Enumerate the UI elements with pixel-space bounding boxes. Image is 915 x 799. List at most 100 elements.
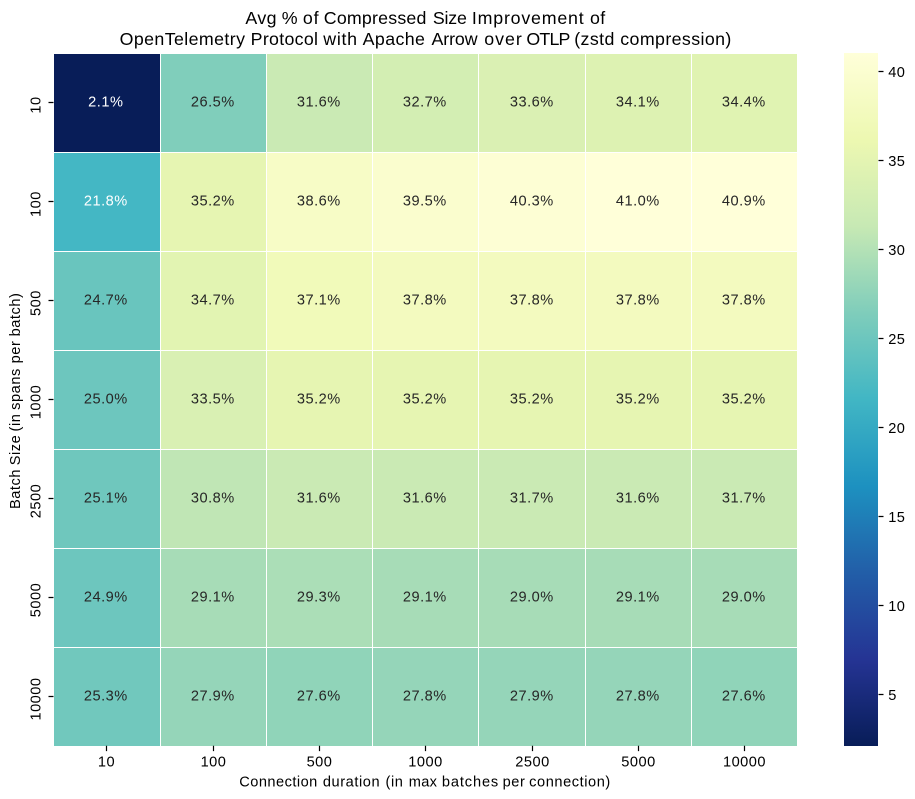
svg-text:(in: (in — [8, 414, 24, 432]
svg-text:2.1%: 2.1% — [88, 95, 123, 111]
svg-text:10: 10 — [29, 96, 45, 113]
svg-text:37.8%: 37.8% — [403, 293, 447, 309]
svg-text:37.1%: 37.1% — [297, 293, 341, 309]
svg-text:26.5%: 26.5% — [191, 95, 235, 111]
svg-text:of: of — [590, 8, 606, 28]
svg-text:27.6%: 27.6% — [722, 689, 766, 705]
svg-text:Avg: Avg — [245, 8, 277, 28]
svg-text:33.6%: 33.6% — [510, 95, 554, 111]
svg-text:Protocol: Protocol — [251, 29, 319, 49]
svg-text:29.3%: 29.3% — [297, 590, 341, 606]
svg-text:21.8%: 21.8% — [84, 194, 128, 210]
svg-text:compression): compression) — [620, 29, 732, 49]
svg-text:40.3%: 40.3% — [510, 194, 554, 210]
svg-text:of: of — [303, 8, 320, 28]
svg-text:10000: 10000 — [29, 677, 45, 720]
svg-text:15: 15 — [888, 510, 905, 526]
svg-text:24.7%: 24.7% — [84, 293, 128, 309]
svg-text:29.1%: 29.1% — [191, 590, 235, 606]
svg-text:connection): connection) — [529, 774, 611, 790]
svg-text:32.7%: 32.7% — [403, 95, 447, 111]
svg-text:37.8%: 37.8% — [722, 293, 766, 309]
svg-text:34.1%: 34.1% — [616, 95, 660, 111]
svg-text:27.8%: 27.8% — [403, 689, 447, 705]
svg-text:5: 5 — [888, 688, 897, 704]
svg-text:31.7%: 31.7% — [722, 491, 766, 507]
svg-text:500: 500 — [29, 290, 45, 316]
svg-text:34.4%: 34.4% — [722, 95, 766, 111]
svg-text:1000: 1000 — [408, 755, 442, 771]
svg-text:Batch: Batch — [8, 469, 24, 509]
svg-text:Size: Size — [8, 435, 24, 466]
svg-text:35.2%: 35.2% — [191, 194, 235, 210]
svg-text:33.5%: 33.5% — [191, 392, 235, 408]
svg-text:Improvement: Improvement — [472, 8, 585, 28]
svg-text:41.0%: 41.0% — [616, 194, 660, 210]
svg-text:35.2%: 35.2% — [616, 392, 660, 408]
svg-text:34.7%: 34.7% — [191, 293, 235, 309]
svg-text:per: per — [8, 341, 24, 364]
svg-text:Size: Size — [433, 8, 467, 28]
svg-text:2500: 2500 — [29, 484, 45, 518]
svg-text:31.6%: 31.6% — [616, 491, 660, 507]
svg-text:(in: (in — [386, 774, 404, 790]
svg-text:max: max — [409, 774, 438, 790]
svg-text:30: 30 — [888, 243, 905, 259]
svg-text:38.6%: 38.6% — [297, 194, 341, 210]
svg-text:spans: spans — [8, 368, 24, 410]
svg-text:%: % — [282, 8, 298, 28]
svg-text:500: 500 — [307, 755, 333, 771]
svg-text:25.0%: 25.0% — [84, 392, 128, 408]
svg-text:31.6%: 31.6% — [403, 491, 447, 507]
svg-text:29.0%: 29.0% — [510, 590, 554, 606]
svg-text:25.3%: 25.3% — [84, 689, 128, 705]
svg-text:OTLP: OTLP — [526, 29, 569, 49]
svg-text:37.8%: 37.8% — [616, 293, 660, 309]
svg-text:25: 25 — [888, 332, 905, 348]
svg-text:27.8%: 27.8% — [616, 689, 660, 705]
svg-text:duration: duration — [323, 774, 380, 790]
svg-text:(zstd: (zstd — [574, 29, 615, 49]
svg-text:27.6%: 27.6% — [297, 689, 341, 705]
svg-text:Apache: Apache — [363, 29, 426, 49]
svg-text:100: 100 — [29, 191, 45, 217]
svg-text:100: 100 — [201, 755, 227, 771]
svg-text:5000: 5000 — [29, 583, 45, 617]
svg-text:39.5%: 39.5% — [403, 194, 447, 210]
svg-text:31.6%: 31.6% — [297, 95, 341, 111]
svg-text:29.1%: 29.1% — [403, 590, 447, 606]
svg-text:10: 10 — [98, 755, 115, 771]
svg-text:batches: batches — [442, 774, 499, 790]
svg-text:24.9%: 24.9% — [84, 590, 128, 606]
svg-text:31.6%: 31.6% — [297, 491, 341, 507]
svg-text:batch): batch) — [8, 293, 24, 337]
svg-text:35.2%: 35.2% — [403, 392, 447, 408]
svg-text:10: 10 — [888, 599, 905, 615]
svg-text:per: per — [503, 774, 526, 790]
svg-text:37.8%: 37.8% — [510, 293, 554, 309]
svg-text:over: over — [484, 29, 523, 49]
svg-text:Arrow: Arrow — [432, 29, 478, 49]
svg-text:30.8%: 30.8% — [191, 491, 235, 507]
svg-text:29.1%: 29.1% — [616, 590, 660, 606]
svg-text:Connection: Connection — [239, 774, 318, 790]
svg-text:27.9%: 27.9% — [510, 689, 554, 705]
svg-text:20: 20 — [888, 421, 905, 437]
svg-text:35.2%: 35.2% — [510, 392, 554, 408]
svg-text:35: 35 — [888, 154, 905, 170]
svg-text:5000: 5000 — [621, 755, 655, 771]
svg-text:29.0%: 29.0% — [722, 590, 766, 606]
svg-text:40: 40 — [888, 65, 905, 81]
svg-text:OpenTelemetry: OpenTelemetry — [120, 29, 246, 49]
svg-text:1000: 1000 — [29, 385, 45, 419]
svg-text:31.7%: 31.7% — [510, 491, 554, 507]
svg-text:with: with — [322, 29, 357, 49]
svg-text:27.9%: 27.9% — [191, 689, 235, 705]
svg-text:10000: 10000 — [723, 755, 766, 771]
svg-text:Compressed: Compressed — [324, 8, 427, 28]
svg-text:40.9%: 40.9% — [722, 194, 766, 210]
svg-text:35.2%: 35.2% — [722, 392, 766, 408]
svg-text:2500: 2500 — [515, 755, 549, 771]
svg-text:25.1%: 25.1% — [84, 491, 128, 507]
svg-text:35.2%: 35.2% — [297, 392, 341, 408]
